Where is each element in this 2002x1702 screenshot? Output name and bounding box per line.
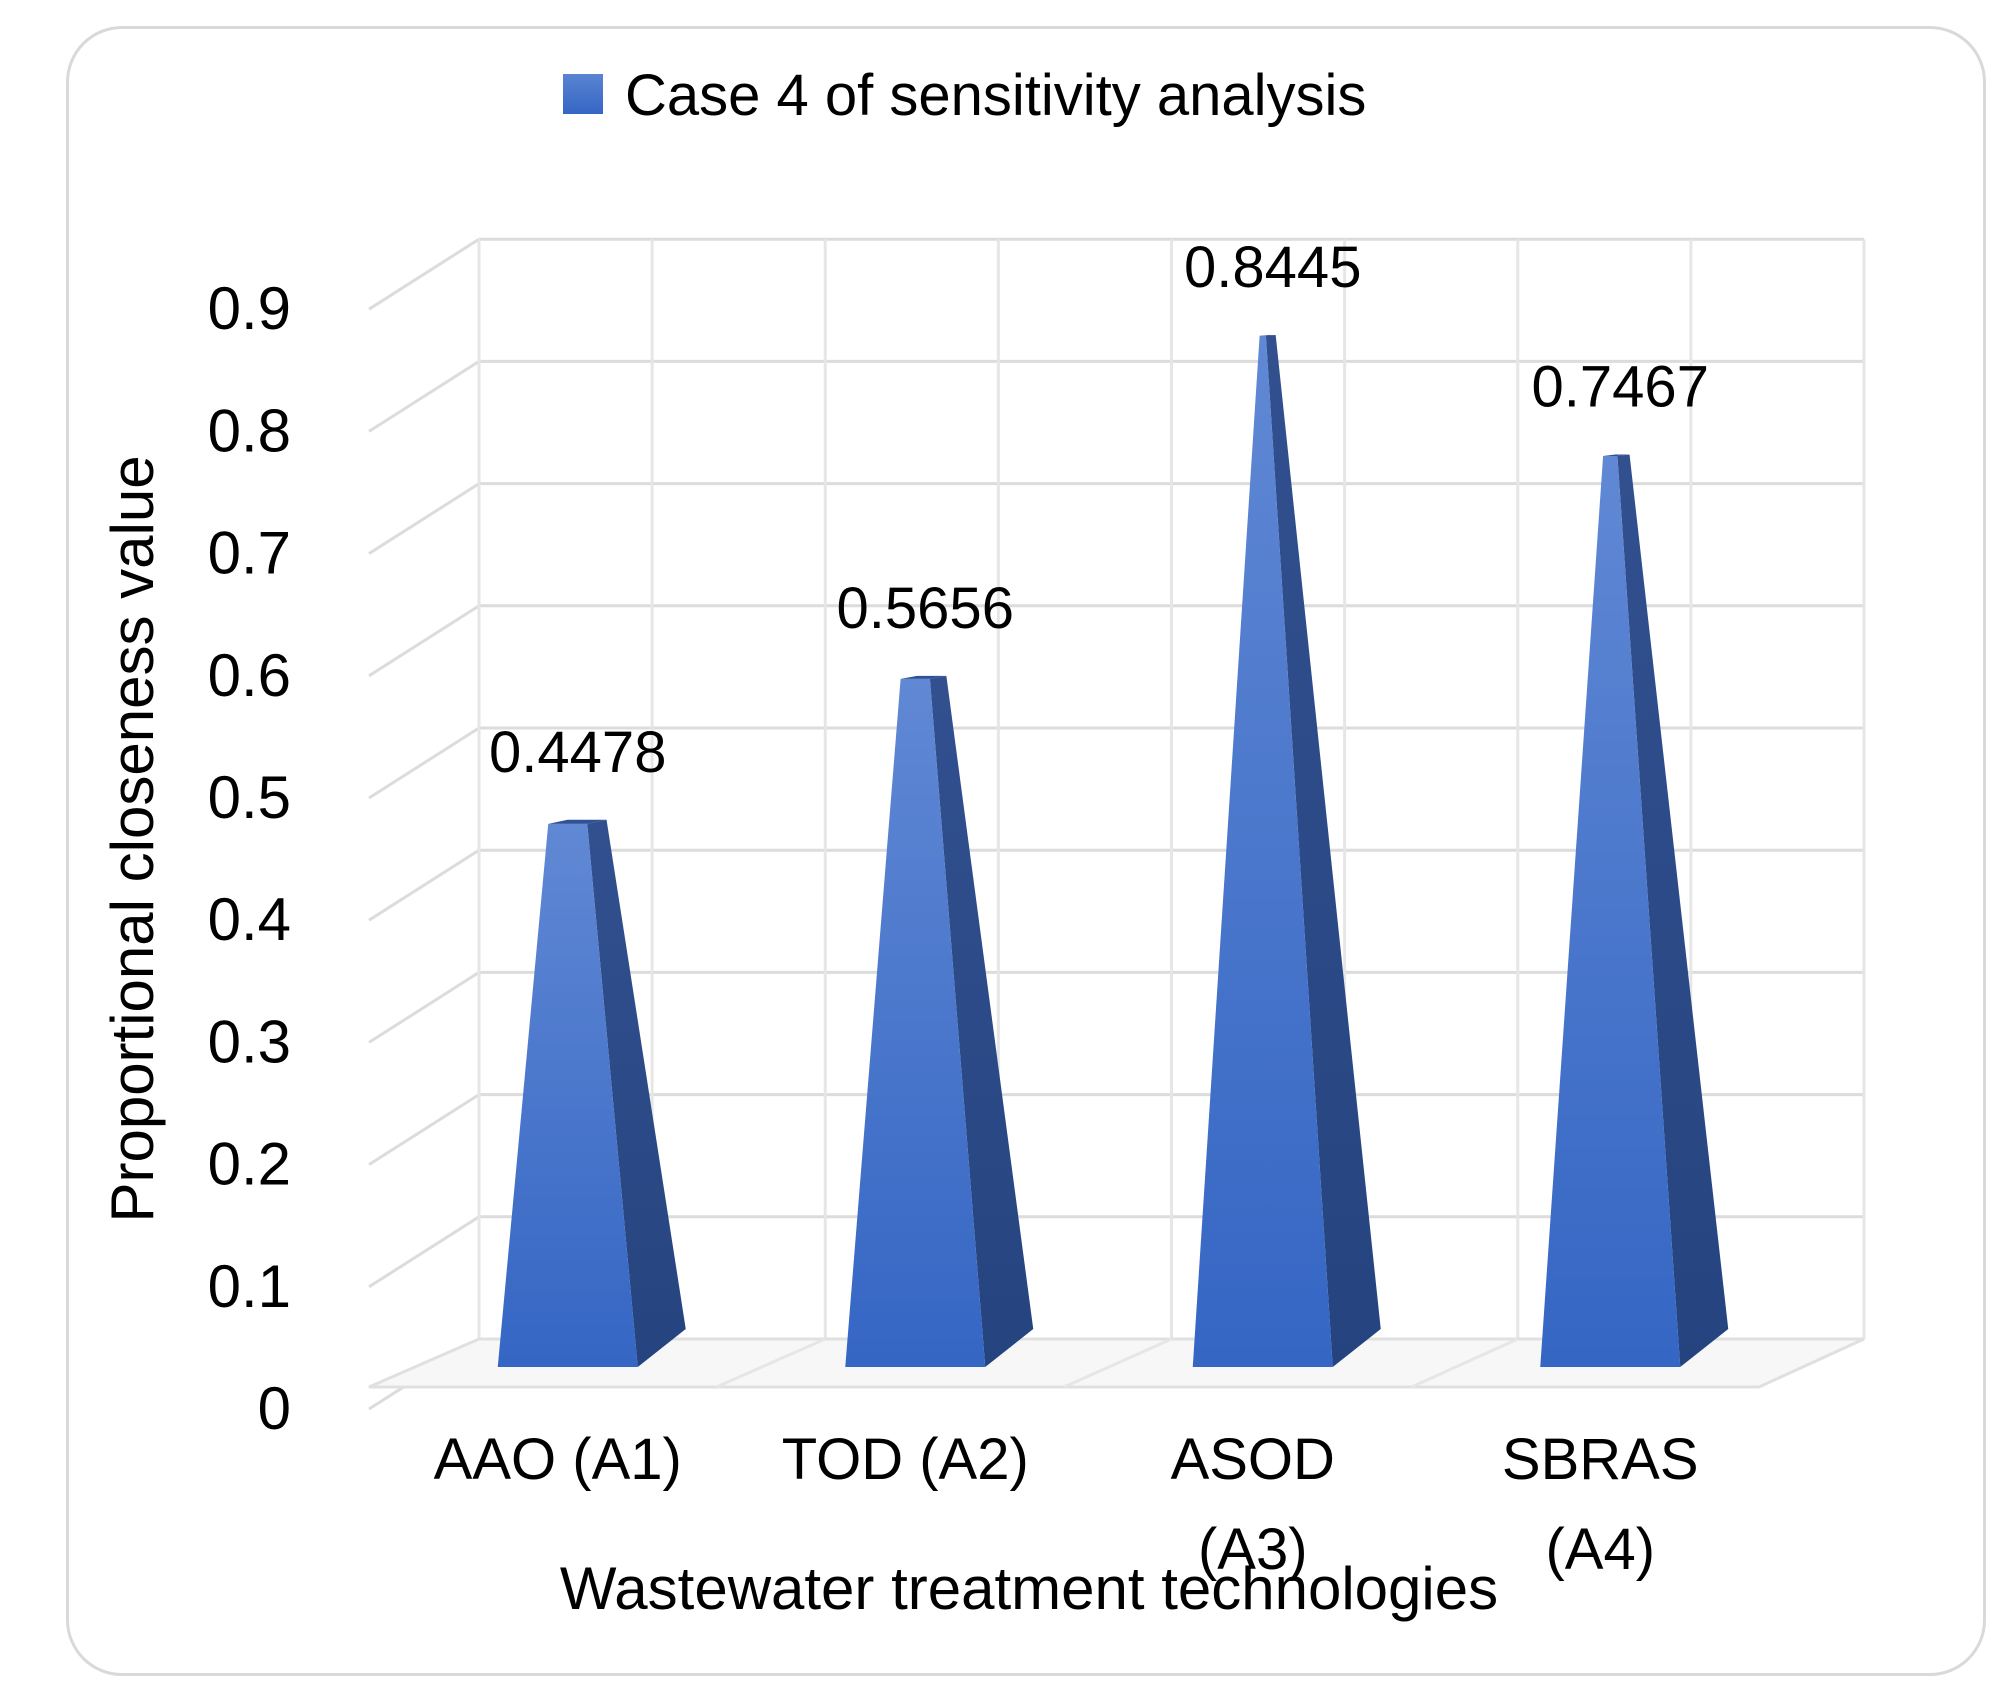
chart-svg: 0 0.1 0.2 0.3 0.4 0.5 0.6 0.7 0.8 0.9 0.4478 0.565… bbox=[99, 63, 1866, 1622]
x-axis-title: Wastewater treatment technologies bbox=[560, 1555, 1498, 1622]
bar-side-face bbox=[1265, 335, 1381, 1367]
y-tick-label: 0 bbox=[258, 1375, 291, 1442]
bar-side-face bbox=[929, 675, 1034, 1367]
bar-top-face bbox=[1259, 335, 1276, 336]
bar bbox=[1192, 335, 1381, 1368]
y-tick-label: 0.8 bbox=[208, 397, 291, 464]
x-tick-label: ASOD (A3) bbox=[1171, 1427, 1335, 1582]
data-label: 0.7467 bbox=[1532, 355, 1709, 420]
bar-front-face bbox=[497, 823, 638, 1367]
legend-swatch bbox=[563, 74, 603, 114]
bar-top-face bbox=[548, 819, 607, 824]
y-tick-label: 0.1 bbox=[208, 1253, 291, 1320]
y-tick-label: 0.3 bbox=[208, 1008, 291, 1075]
floor-divider bbox=[715, 1337, 826, 1389]
y-tick-label: 0.2 bbox=[208, 1131, 291, 1198]
x-tick-label: TOD (A2) bbox=[782, 1427, 1029, 1492]
data-label: 0.4478 bbox=[489, 720, 666, 785]
legend-label: Case 4 of sensitivity analysis bbox=[625, 63, 1366, 128]
gridline-side bbox=[368, 1093, 480, 1166]
bar-side-face bbox=[1617, 454, 1729, 1367]
gridline-side bbox=[368, 726, 480, 800]
data-labels: 0.4478 0.5656 0.8445 0.7467 bbox=[489, 235, 1709, 785]
bar-side-face bbox=[587, 819, 686, 1367]
gridline-side bbox=[368, 848, 480, 922]
y-axis-ticks: 0 0.1 0.2 0.3 0.4 0.5 0.6 0.7 0.8 0.9 bbox=[208, 275, 291, 1442]
y-tick-label: 0.9 bbox=[208, 275, 291, 342]
gridline-side bbox=[368, 971, 480, 1044]
bar bbox=[845, 675, 1034, 1367]
data-label: 0.8445 bbox=[1184, 235, 1361, 300]
y-axis-title: Proportional closeness value bbox=[99, 455, 166, 1222]
gridline-side bbox=[368, 1215, 480, 1289]
chart-frame: 0 0.1 0.2 0.3 0.4 0.5 0.6 0.7 0.8 0.9 0.4478 0.565… bbox=[66, 26, 1986, 1676]
y-tick-label: 0.7 bbox=[208, 520, 291, 587]
bar bbox=[497, 819, 686, 1367]
x-axis-categories: AAO (A1) TOD (A2) ASOD (A3) SBRAS (A4) bbox=[434, 1427, 1699, 1582]
x-tick-label: SBRAS (A4) bbox=[1502, 1427, 1699, 1582]
y-tick-label: 0.4 bbox=[208, 886, 291, 953]
y-tick-label: 0.6 bbox=[208, 642, 291, 709]
bar-front-face bbox=[845, 678, 986, 1367]
bar-front-face bbox=[1192, 335, 1333, 1368]
y-tick-label: 0.5 bbox=[208, 764, 291, 831]
gridline-side bbox=[368, 604, 480, 678]
bar-top-face bbox=[1603, 454, 1630, 457]
bar-front-face bbox=[1540, 456, 1681, 1367]
data-label: 0.5656 bbox=[837, 576, 1014, 641]
bars bbox=[497, 335, 1729, 1368]
floor-divider bbox=[1410, 1337, 1519, 1389]
legend: Case 4 of sensitivity analysis bbox=[563, 63, 1366, 128]
floor-divider bbox=[1063, 1337, 1173, 1389]
gridline-side bbox=[368, 360, 480, 433]
gridline-side bbox=[368, 482, 480, 555]
gridline-side bbox=[368, 237, 480, 311]
bar bbox=[1540, 454, 1729, 1367]
x-tick-label: AAO (A1) bbox=[434, 1427, 682, 1492]
bar-top-face bbox=[900, 675, 947, 679]
